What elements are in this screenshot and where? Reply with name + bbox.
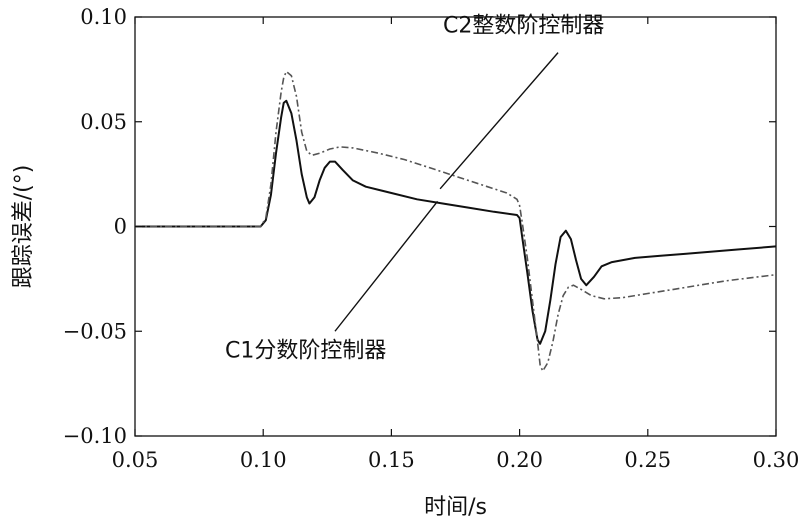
x-axis-title: 时间/s xyxy=(424,495,487,520)
tick-layer: 0.05 0.10 0.15 0.20 0.25 0.30 0.10 0.05 0 −0.05 −0… xyxy=(63,5,800,472)
annotation-leader-line xyxy=(334,200,439,332)
y-tick-label: 0 xyxy=(114,215,127,239)
x-tick-label: 0.25 xyxy=(624,448,671,472)
series-line-c1 xyxy=(135,99,777,345)
x-tick-label: 0.10 xyxy=(240,448,287,472)
y-axis-title: 跟踪误差/(°) xyxy=(11,165,36,289)
y-tick-label: −0.10 xyxy=(63,424,127,448)
y-tick-label: −0.05 xyxy=(63,319,127,343)
y-tick-label: 0.10 xyxy=(80,5,127,29)
x-tick-label: 0.30 xyxy=(753,448,800,472)
x-tick-label: 0.20 xyxy=(496,448,543,472)
annotation-label: C2整数阶控制器 xyxy=(443,14,604,39)
annotation-layer: C2整数阶控制器 C1分数阶控制器 xyxy=(225,14,604,364)
x-tick-label: 0.05 xyxy=(112,448,159,472)
annotation-label: C1分数阶控制器 xyxy=(225,338,386,363)
annotation-leader-line xyxy=(439,52,559,190)
series-line-c2 xyxy=(135,70,777,372)
series-layer xyxy=(135,70,777,372)
y-tick-label: 0.05 xyxy=(80,110,127,134)
x-tick-label: 0.15 xyxy=(368,448,415,472)
